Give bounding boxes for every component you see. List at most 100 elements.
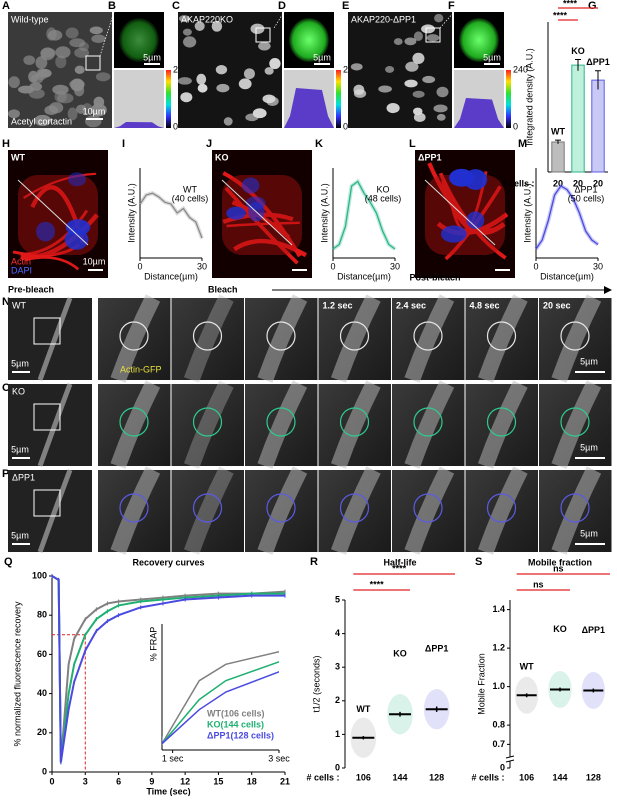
arrow-head [604, 286, 612, 294]
cell-deco [65, 219, 91, 236]
y-tick-label: 60 [37, 649, 47, 659]
cell-deco [44, 105, 59, 116]
bleach-roi [560, 493, 590, 523]
membrane-deco [183, 380, 234, 469]
n-label: 106 [519, 772, 534, 782]
stain-label: DAPI [11, 265, 32, 275]
profile-line [424, 179, 496, 246]
annotation: WT [183, 184, 197, 194]
axis-break-deco [506, 757, 514, 761]
bleach-roi [413, 493, 443, 523]
membrane-deco [330, 294, 381, 383]
x-tick-label: 3 [83, 776, 88, 786]
cell-deco [35, 68, 48, 81]
n-label: 20 [593, 178, 603, 188]
y-tick-label: 20 [37, 727, 47, 737]
bleach-roi [119, 493, 149, 523]
colorbar-max: 240 [513, 64, 528, 74]
cell-deco [28, 88, 45, 99]
x-tick-label: 0 [49, 776, 54, 786]
guide-deco [273, 11, 285, 29]
bleach-roi [560, 407, 590, 437]
membrane-deco [551, 294, 602, 383]
x-axis-label: Distance(µm) [337, 271, 391, 281]
legend-label: KO(144 cells) [207, 719, 264, 729]
panel-label: AKAP220KO [181, 14, 233, 24]
profile-line [17, 179, 89, 246]
n-label: 144 [552, 772, 567, 782]
panel-letter: G [588, 0, 597, 12]
panel-letter: E [342, 0, 349, 12]
y-tick-label: 5 [335, 594, 340, 604]
profile-line [332, 180, 396, 250]
bar [551, 141, 565, 173]
membrane-deco [110, 380, 161, 469]
y-tick-label: 0.8 [492, 720, 505, 730]
cell-deco [85, 115, 102, 128]
actin-deco [444, 185, 502, 261]
bleach-roi [413, 407, 443, 437]
frap-tile [171, 470, 244, 552]
cell-deco [386, 103, 400, 114]
panel-letter: C [172, 0, 180, 12]
cell-deco [421, 24, 435, 34]
cell-deco [34, 114, 52, 127]
membrane-deco [257, 466, 308, 555]
y-axis-label: % FRAP [148, 627, 158, 662]
annotation: ΔPP1 [574, 184, 597, 194]
scale-label: 5µm [580, 442, 598, 452]
cell-deco [52, 84, 69, 95]
n-label: 144 [392, 772, 407, 782]
x-axis-label: Distance(µm) [144, 271, 198, 281]
cell-deco [264, 67, 274, 75]
bleach-roi [192, 407, 223, 437]
time-label: 4.8 sec [470, 300, 500, 310]
bleach-roi [339, 321, 370, 351]
frap-tile [171, 298, 244, 380]
group-label: WT [520, 662, 534, 672]
panel-letter: K [315, 138, 323, 150]
bleach-roi [119, 407, 149, 437]
x-tick-label: 0 [137, 261, 142, 271]
panel-label: WT [11, 152, 25, 162]
sig-label: ns [533, 579, 544, 589]
surface-deco [454, 98, 504, 128]
bleach-roi [192, 321, 223, 351]
cell-deco [70, 78, 85, 92]
scale-label: 5µm [143, 52, 161, 62]
profile-line [535, 185, 599, 250]
y-axis-label: Intensity (A.U.) [126, 183, 136, 243]
cell-deco [8, 109, 20, 119]
bleach-roi [192, 493, 223, 523]
cell-deco [412, 90, 425, 98]
panel-label: ΔPP1 [418, 152, 441, 162]
y-tick-label: 100 [32, 570, 47, 580]
panel-label: WT [12, 300, 26, 310]
colorbar-min: 0 [173, 121, 178, 131]
sig-label: **** [563, 0, 578, 8]
y-axis-label: Mobile Fraction [476, 653, 486, 715]
membrane-deco [37, 469, 73, 553]
membrane-deco [404, 380, 455, 469]
cell-deco [8, 76, 20, 89]
scale-label: 5µm [580, 356, 598, 366]
cell-deco [434, 13, 444, 23]
y-axis-label: t1/2 (seconds) [311, 655, 321, 712]
cell-deco [412, 52, 425, 64]
bleach-roi [339, 493, 370, 523]
scale-label: 5µm [313, 52, 331, 62]
n-title: # cells : [306, 772, 339, 782]
bleach-roi [266, 407, 296, 437]
cell-deco [90, 103, 107, 117]
panel-letter: O [2, 382, 11, 394]
bleach-roi [266, 321, 296, 351]
cell-deco [183, 36, 197, 48]
time-label: 2.4 sec [396, 300, 426, 310]
x-tick-label: 18 [247, 776, 257, 786]
cell-deco [177, 77, 192, 85]
actin-deco [427, 162, 501, 233]
bar [591, 79, 605, 173]
panel-letter: H [2, 138, 10, 150]
cell-deco [404, 37, 417, 46]
